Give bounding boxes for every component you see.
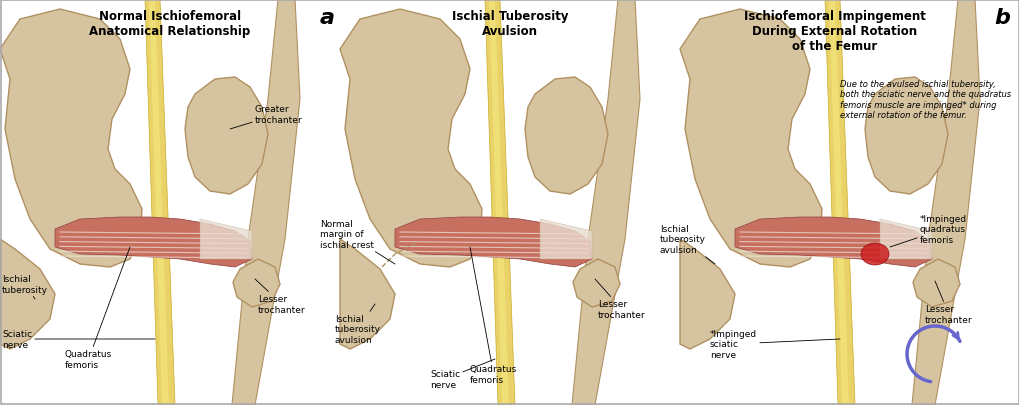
Bar	[339, 0, 680, 405]
PathPatch shape	[735, 217, 931, 267]
Polygon shape	[145, 0, 175, 405]
Text: Ischial
tuberosity
avulsion: Ischial tuberosity avulsion	[659, 224, 714, 264]
PathPatch shape	[573, 259, 620, 307]
PathPatch shape	[525, 78, 607, 194]
PathPatch shape	[394, 217, 591, 267]
Ellipse shape	[860, 243, 889, 265]
Bar	[0, 0, 339, 405]
Text: a: a	[320, 8, 334, 28]
PathPatch shape	[539, 220, 591, 259]
Polygon shape	[488, 0, 508, 405]
PathPatch shape	[200, 220, 252, 259]
Polygon shape	[824, 0, 854, 405]
Text: Ischial
tuberosity
avulsion: Ischial tuberosity avulsion	[334, 304, 381, 344]
PathPatch shape	[339, 10, 482, 267]
Text: Lesser
trochanter: Lesser trochanter	[255, 279, 306, 314]
Text: *Impinged
sciatic
nerve: *Impinged sciatic nerve	[709, 329, 840, 359]
Polygon shape	[484, 0, 515, 405]
PathPatch shape	[232, 259, 280, 307]
PathPatch shape	[55, 217, 252, 267]
Text: Sciatic
nerve: Sciatic nerve	[2, 330, 155, 349]
Polygon shape	[149, 0, 169, 405]
PathPatch shape	[0, 10, 142, 267]
Text: Quadratus
femoris: Quadratus femoris	[470, 247, 517, 384]
Bar	[680, 0, 1019, 405]
Text: Quadratus
femoris: Quadratus femoris	[65, 247, 129, 369]
PathPatch shape	[864, 78, 947, 194]
PathPatch shape	[680, 239, 735, 349]
Polygon shape	[828, 0, 848, 405]
PathPatch shape	[0, 239, 55, 349]
PathPatch shape	[231, 0, 300, 405]
Text: Greater
trochanter: Greater trochanter	[229, 105, 303, 130]
Text: Due to the avulsed ischial tuberosity,
both the sciatic nerve and the quadratus
: Due to the avulsed ischial tuberosity, b…	[840, 80, 1010, 120]
Text: Normal Ischiofemoral
Anatomical Relationship: Normal Ischiofemoral Anatomical Relation…	[90, 10, 251, 38]
Text: Lesser
trochanter: Lesser trochanter	[594, 279, 645, 319]
Text: Sciatic
nerve: Sciatic nerve	[430, 359, 494, 389]
Text: Ischial
tuberosity: Ischial tuberosity	[2, 275, 48, 299]
PathPatch shape	[879, 220, 931, 259]
PathPatch shape	[912, 259, 959, 307]
Text: Normal
margin of
ischial crest: Normal margin of ischial crest	[320, 220, 394, 264]
Text: *Impinged
quadratus
femoris: *Impinged quadratus femoris	[890, 215, 966, 247]
Text: Ischial Tuberosity
Avulsion: Ischial Tuberosity Avulsion	[451, 10, 568, 38]
PathPatch shape	[184, 78, 268, 194]
Text: Lesser
trochanter: Lesser trochanter	[924, 281, 972, 324]
Text: b: b	[994, 8, 1009, 28]
PathPatch shape	[339, 239, 394, 349]
PathPatch shape	[911, 0, 979, 405]
PathPatch shape	[680, 10, 821, 267]
PathPatch shape	[572, 0, 639, 405]
Text: Ischiofemoral Impingement
During External Rotation
of the Femur: Ischiofemoral Impingement During Externa…	[743, 10, 925, 53]
